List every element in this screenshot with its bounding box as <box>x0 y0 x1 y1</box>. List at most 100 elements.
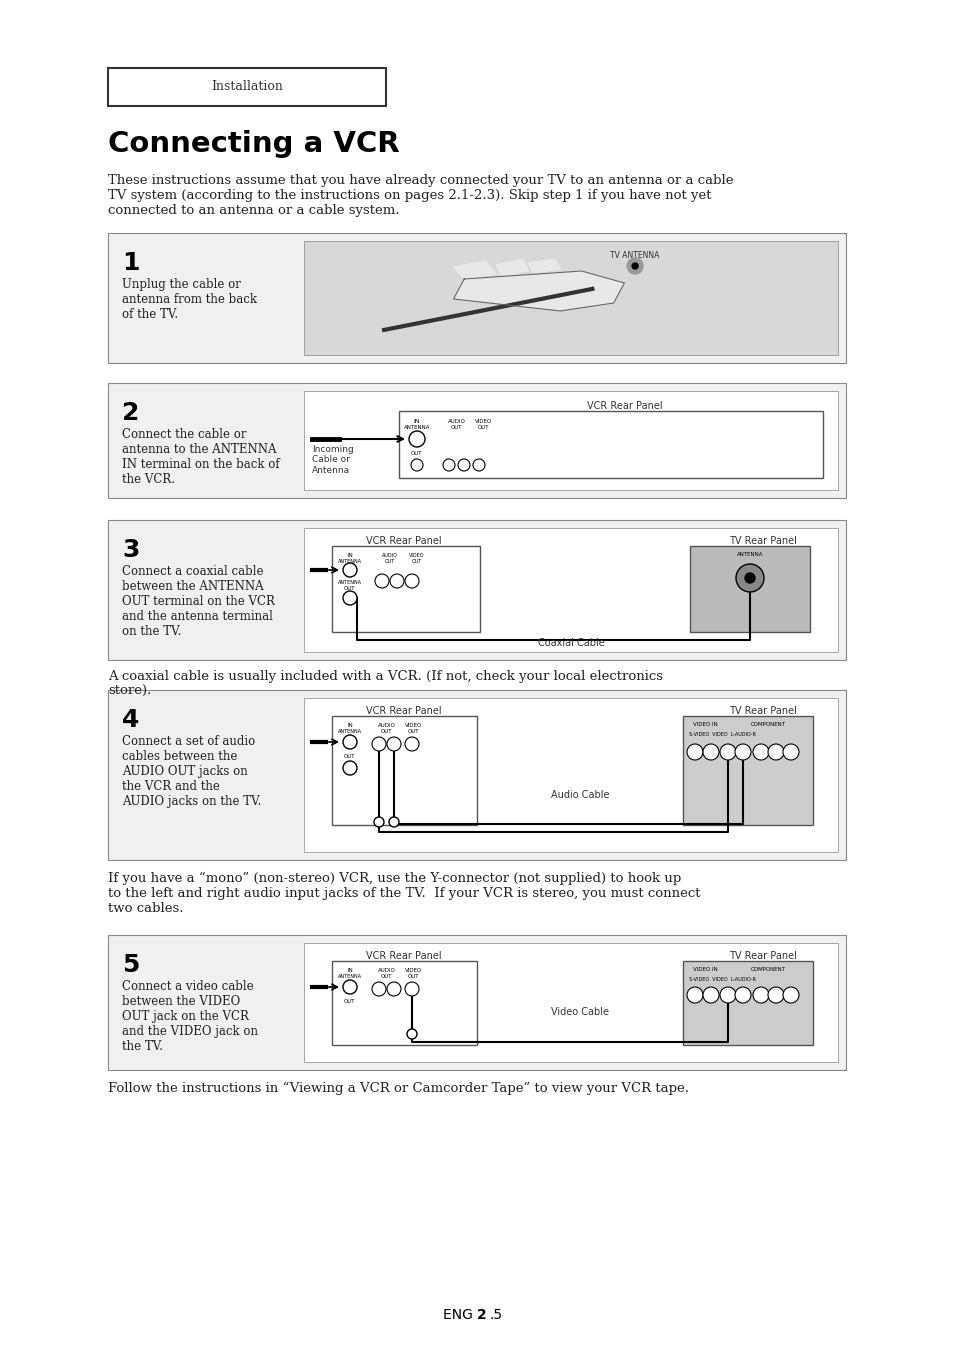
Text: IN: IN <box>347 969 353 973</box>
Text: OUT: OUT <box>344 586 355 590</box>
Bar <box>682 716 812 825</box>
Text: 4: 4 <box>122 708 139 732</box>
Circle shape <box>407 1029 416 1039</box>
Circle shape <box>752 988 768 1002</box>
Text: VCR Rear Panel: VCR Rear Panel <box>366 951 441 961</box>
Circle shape <box>372 982 386 996</box>
Circle shape <box>390 574 403 588</box>
Circle shape <box>409 431 424 447</box>
Circle shape <box>734 744 750 761</box>
Text: ENG: ENG <box>442 1308 476 1323</box>
Text: VIDEO IN: VIDEO IN <box>692 967 717 971</box>
Text: Connect a set of audio
cables between the
AUDIO OUT jacks on
the VCR and the
AUD: Connect a set of audio cables between th… <box>122 735 261 808</box>
Text: Connect a coaxial cable
between the ANTENNA
OUT terminal on the VCR
and the ante: Connect a coaxial cable between the ANTE… <box>122 565 274 638</box>
Circle shape <box>405 738 418 751</box>
Circle shape <box>343 979 356 994</box>
Circle shape <box>375 574 389 588</box>
Circle shape <box>372 738 386 751</box>
Circle shape <box>387 982 400 996</box>
Bar <box>108 68 386 105</box>
Text: If you have a “mono” (non-stereo) VCR, use the Y-connector (not supplied) to hoo: If you have a “mono” (non-stereo) VCR, u… <box>108 871 700 915</box>
Circle shape <box>686 988 702 1002</box>
Circle shape <box>782 988 799 1002</box>
Circle shape <box>720 988 735 1002</box>
Circle shape <box>702 744 719 761</box>
Text: Connect the cable or
antenna to the ANTENNA
IN terminal on the back of
the VCR.: Connect the cable or antenna to the ANTE… <box>122 428 279 486</box>
Text: Incoming
Cable or
Antenna: Incoming Cable or Antenna <box>312 444 354 474</box>
Text: IN: IN <box>414 419 420 424</box>
Circle shape <box>343 563 356 577</box>
Circle shape <box>720 744 735 761</box>
Circle shape <box>632 263 638 269</box>
Bar <box>332 961 476 1046</box>
Text: VIDEO
OUT: VIDEO OUT <box>405 723 422 734</box>
Text: AUDIO
OUT: AUDIO OUT <box>377 723 395 734</box>
Text: ANTENNA: ANTENNA <box>403 426 430 430</box>
Circle shape <box>389 817 398 827</box>
Text: 2: 2 <box>122 401 139 426</box>
Text: VCR Rear Panel: VCR Rear Panel <box>586 401 661 411</box>
Circle shape <box>387 738 400 751</box>
Text: COMPONENT: COMPONENT <box>750 967 784 971</box>
Bar <box>689 546 809 632</box>
Circle shape <box>735 563 763 592</box>
Bar <box>332 546 479 632</box>
Text: VIDEO
OUT: VIDEO OUT <box>409 553 424 563</box>
Polygon shape <box>453 272 624 311</box>
Circle shape <box>734 988 750 1002</box>
Bar <box>108 382 845 499</box>
Text: AUDIO
OUT: AUDIO OUT <box>377 969 395 979</box>
Text: 2: 2 <box>476 1308 486 1323</box>
Circle shape <box>702 988 719 1002</box>
Text: OUT: OUT <box>344 998 355 1004</box>
Bar <box>398 411 822 478</box>
Circle shape <box>686 744 702 761</box>
Text: Connecting a VCR: Connecting a VCR <box>108 130 399 158</box>
Text: COMPONENT: COMPONENT <box>750 721 784 727</box>
Bar <box>304 698 837 852</box>
Polygon shape <box>453 261 496 280</box>
Circle shape <box>343 590 356 605</box>
Text: AUDIO
OUT: AUDIO OUT <box>381 553 397 563</box>
Text: Unplug the cable or
antenna from the back
of the TV.: Unplug the cable or antenna from the bac… <box>122 278 256 322</box>
Text: Installation: Installation <box>211 81 283 93</box>
Circle shape <box>405 982 418 996</box>
Text: 1: 1 <box>122 251 139 276</box>
Circle shape <box>405 574 418 588</box>
Text: OUT: OUT <box>344 754 355 759</box>
Circle shape <box>752 744 768 761</box>
Circle shape <box>767 744 783 761</box>
Text: Follow the instructions in “Viewing a VCR or Camcorder Tape” to view your VCR ta: Follow the instructions in “Viewing a VC… <box>108 1082 688 1096</box>
Text: OUT: OUT <box>411 451 422 457</box>
Text: S-VIDEO  VIDEO  L-AUDIO-R: S-VIDEO VIDEO L-AUDIO-R <box>688 977 755 982</box>
Text: .5: .5 <box>490 1308 502 1323</box>
Bar <box>304 943 837 1062</box>
Bar <box>682 961 812 1046</box>
Text: VIDEO IN: VIDEO IN <box>692 721 717 727</box>
Circle shape <box>343 761 356 775</box>
Circle shape <box>374 817 384 827</box>
Circle shape <box>343 735 356 748</box>
Text: TV ANTENNA: TV ANTENNA <box>610 251 659 259</box>
Polygon shape <box>496 259 528 276</box>
Circle shape <box>744 573 754 584</box>
Text: These instructions assume that you have already connected your TV to an antenna : These instructions assume that you have … <box>108 174 733 218</box>
Text: ANTENNA: ANTENNA <box>337 580 362 585</box>
Circle shape <box>473 459 484 471</box>
Bar <box>304 390 837 490</box>
Text: A coaxial cable is usually included with a VCR. (If not, check your local electr: A coaxial cable is usually included with… <box>108 670 662 698</box>
Text: VIDEO
OUT: VIDEO OUT <box>475 419 492 430</box>
Text: IN: IN <box>347 723 353 728</box>
Text: TV Rear Panel: TV Rear Panel <box>728 707 796 716</box>
Text: ANTENNA: ANTENNA <box>337 730 362 734</box>
Bar <box>304 528 837 653</box>
Text: TV Rear Panel: TV Rear Panel <box>728 951 796 961</box>
Text: Connect a video cable
between the VIDEO
OUT jack on the VCR
and the VIDEO jack o: Connect a video cable between the VIDEO … <box>122 979 257 1052</box>
Bar <box>332 716 476 825</box>
Circle shape <box>442 459 455 471</box>
Text: ANTENNA: ANTENNA <box>337 559 362 563</box>
Circle shape <box>782 744 799 761</box>
Circle shape <box>626 258 642 274</box>
Circle shape <box>767 988 783 1002</box>
Text: 3: 3 <box>122 538 139 562</box>
